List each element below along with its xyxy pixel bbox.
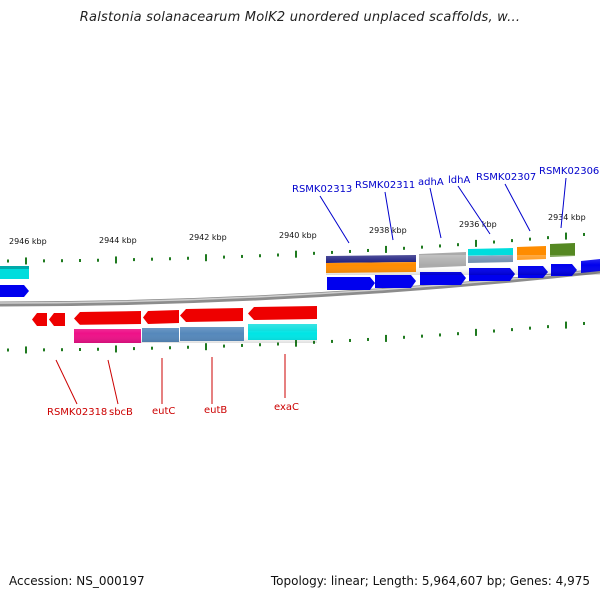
gene-block[interactable] — [0, 266, 29, 269]
gene-label-adha[interactable]: adhA — [418, 177, 444, 188]
gene-label-rsmk02311[interactable]: RSMK02311 — [355, 180, 415, 191]
gene-arrow[interactable] — [248, 306, 317, 320]
gene-block[interactable] — [468, 248, 513, 256]
map-title: Ralstonia solanacearum MolK2 unordered u… — [79, 10, 521, 25]
forward-genes-outer — [0, 243, 600, 279]
leader-line — [55, 359, 78, 405]
gene-label-rsmk02307[interactable]: RSMK02307 — [476, 172, 536, 183]
gene-arrow[interactable] — [375, 275, 416, 288]
reverse-blocks — [74, 324, 317, 343]
gene-label-rsmk02318[interactable]: RSMK02318 — [47, 407, 107, 418]
kbp-label-2944: 2944 kbp — [99, 236, 137, 245]
gene-arrow[interactable] — [32, 313, 47, 326]
gene-arrow[interactable] — [0, 285, 29, 297]
gene-arrow[interactable] — [143, 310, 179, 324]
gene-arrow[interactable] — [74, 311, 141, 325]
gene-arrow[interactable] — [49, 313, 65, 326]
gene-label-ldha[interactable]: ldhA — [448, 175, 470, 186]
gene-arrow[interactable] — [327, 277, 375, 290]
gene-label-eutc[interactable]: eutC — [152, 406, 175, 417]
scale-ticks-bottom — [7, 321, 585, 354]
gene-arrow[interactable] — [420, 272, 466, 285]
leader-line — [504, 183, 531, 232]
chromosome-backbone — [0, 268, 600, 307]
accession-text: Accession: NS_000197 — [9, 574, 145, 588]
kbp-label-2938: 2938 kbp — [369, 226, 407, 235]
gene-label-rsmk02306[interactable]: RSMK02306 — [539, 166, 599, 177]
leader-line — [457, 185, 491, 235]
gene-label-rsmk02313[interactable]: RSMK02313 — [292, 184, 352, 195]
leader-line — [560, 177, 567, 229]
leader-line — [319, 195, 350, 244]
leader-line — [107, 359, 119, 405]
kbp-label-2946: 2946 kbp — [9, 237, 47, 246]
gene-label-exac[interactable]: exaC — [274, 402, 299, 413]
kbp-label-2942: 2942 kbp — [189, 233, 227, 242]
gene-arrow[interactable] — [180, 308, 243, 322]
leader-line — [384, 191, 394, 241]
kbp-label-2940: 2940 kbp — [279, 231, 317, 240]
genome-summary-text: Topology: linear; Length: 5,964,607 bp; … — [270, 574, 590, 588]
gene-block[interactable] — [550, 243, 575, 257]
reverse-genes — [32, 306, 317, 326]
kbp-label-2934: 2934 kbp — [548, 213, 586, 222]
gene-label-eutb[interactable]: eutB — [204, 405, 227, 416]
gene-block[interactable] — [0, 268, 29, 279]
leader-line — [429, 187, 442, 239]
gene-label-sbcb[interactable]: sbcB — [109, 407, 133, 418]
kbp-label-2936: 2936 kbp — [459, 220, 497, 229]
scale-ticks-top — [7, 232, 585, 265]
